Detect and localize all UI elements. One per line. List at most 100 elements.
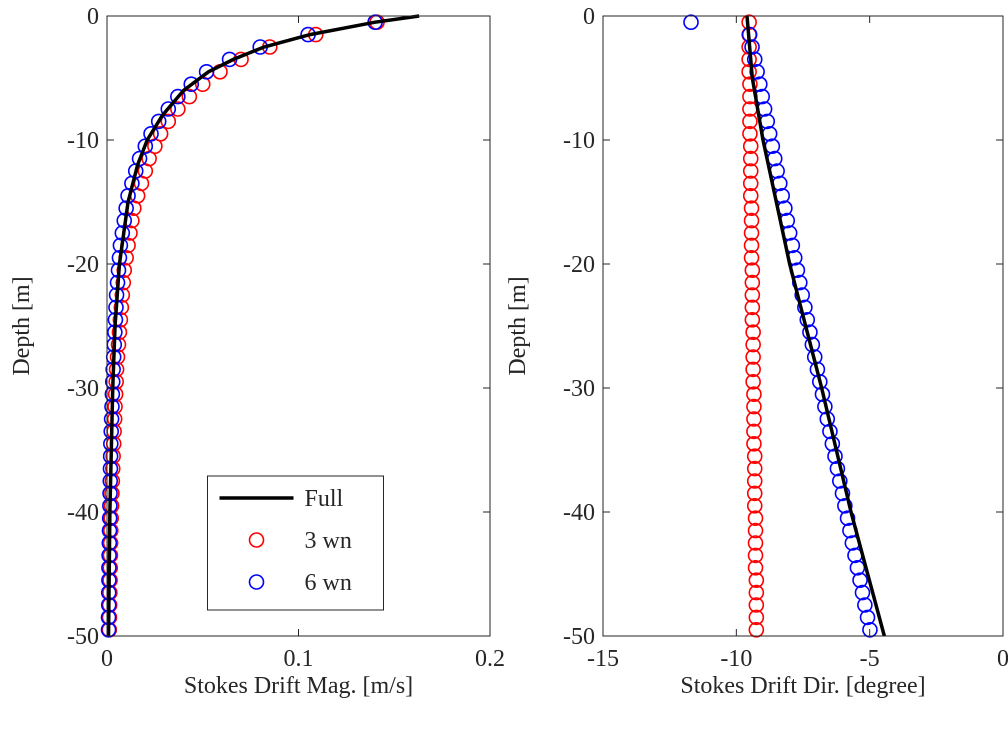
series-marker: [745, 349, 761, 365]
series-marker: [746, 411, 762, 427]
y-axis-label: Depth [m]: [505, 276, 531, 375]
series-marker: [746, 460, 763, 477]
series-marker: [742, 163, 759, 179]
legend-swatch: [248, 574, 265, 590]
series-marker: [745, 373, 761, 390]
series-marker: [748, 621, 765, 638]
series-marker: [744, 39, 760, 55]
series-marker: [742, 138, 759, 154]
legend-label: Full: [305, 486, 344, 512]
series-marker: [170, 88, 186, 105]
y-tick-label: -10: [563, 128, 595, 154]
y-tick-label: 0: [583, 4, 595, 30]
y-tick-label: -30: [67, 376, 99, 402]
series-marker: [857, 597, 873, 613]
series-marker: [160, 113, 177, 130]
legend: Full 3 wn 6 wn: [207, 475, 384, 611]
series-marker: [747, 547, 764, 564]
series-marker: [746, 51, 763, 68]
legend-swatch: [248, 532, 265, 548]
series-line: [745, 15, 887, 637]
series-marker: [746, 423, 762, 440]
x-axis-label: Stokes Drift Mag. [m/s]: [184, 673, 413, 699]
series-marker: [852, 572, 868, 589]
series-marker: [181, 88, 198, 105]
series-marker: [837, 497, 853, 514]
series-marker: [744, 311, 761, 328]
legend-box: [207, 475, 384, 611]
y-tick-label: -40: [563, 500, 595, 526]
series-marker: [745, 361, 761, 378]
series-marker: [742, 126, 758, 142]
series-marker: [742, 76, 758, 92]
y-tick-label: -40: [67, 500, 99, 526]
series-marker: [747, 559, 764, 576]
series-marker: [152, 126, 169, 142]
series-marker: [746, 485, 763, 502]
series-marker: [744, 274, 761, 291]
y-tick-label: -30: [563, 376, 595, 402]
series-marker: [747, 510, 764, 527]
series-marker: [748, 572, 765, 589]
series-marker: [742, 175, 759, 192]
series-marker: [143, 126, 159, 142]
series-marker: [839, 510, 856, 527]
series-marker: [150, 113, 167, 130]
series-marker: [747, 535, 764, 551]
x-axis-label: Stokes Drift Dir. [degree]: [680, 673, 925, 699]
series-marker: [748, 597, 765, 613]
y-tick-label: -20: [563, 252, 595, 278]
x-tick-label: 0.1: [284, 646, 314, 672]
series-marker: [745, 336, 761, 353]
series-marker: [742, 150, 759, 167]
y-tick-label: 0: [87, 4, 99, 30]
legend-label: 6 wn: [305, 570, 352, 596]
series-marker: [862, 621, 878, 638]
y-tick-label: -10: [67, 128, 99, 154]
series-marker: [746, 398, 762, 415]
series-marker: [797, 299, 813, 316]
series-marker: [183, 76, 200, 92]
series-marker: [746, 386, 762, 403]
series-marker: [743, 212, 760, 229]
series-marker: [748, 609, 765, 626]
legend-label: 3 wn: [305, 528, 352, 554]
series-marker: [170, 101, 186, 117]
series-marker: [744, 287, 761, 303]
x-tick-label: 0: [997, 646, 1008, 672]
y-tick-label: -50: [563, 624, 595, 650]
series-marker: [831, 473, 848, 489]
series-marker: [745, 324, 761, 341]
series-marker: [744, 262, 761, 279]
series-marker: [834, 485, 851, 502]
axes-frame: [602, 15, 1004, 637]
series-marker: [743, 200, 760, 216]
series-marker: [859, 609, 876, 626]
x-tick-label: -5: [860, 646, 880, 672]
series-marker: [746, 448, 763, 465]
series-marker: [748, 584, 765, 601]
series-marker: [746, 435, 762, 452]
series-marker: [198, 64, 215, 80]
y-axis-label: Depth [m]: [9, 276, 35, 375]
x-tick-label: 0: [101, 646, 113, 672]
series-marker: [743, 249, 760, 266]
series-marker: [854, 584, 871, 601]
series-marker: [743, 237, 760, 254]
series-marker: [746, 473, 763, 489]
series-marker: [683, 14, 699, 31]
x-tick-label: -10: [720, 646, 752, 672]
x-tick-label: -15: [587, 646, 619, 672]
series-marker: [742, 188, 759, 204]
series-marker: [137, 138, 154, 154]
series-marker: [794, 287, 811, 303]
y-tick-label: -20: [67, 252, 99, 278]
series-marker: [744, 299, 761, 316]
series-marker: [743, 225, 760, 241]
panel: 0 0.1 0.2 -50 -40 -30 -20 -10 0 Stokes Drift Mag.…: [9, 4, 505, 699]
series-line: [106, 14, 420, 637]
x-tick-label: 0.2: [475, 646, 505, 672]
y-tick-label: -50: [67, 624, 99, 650]
series-marker: [746, 497, 763, 514]
